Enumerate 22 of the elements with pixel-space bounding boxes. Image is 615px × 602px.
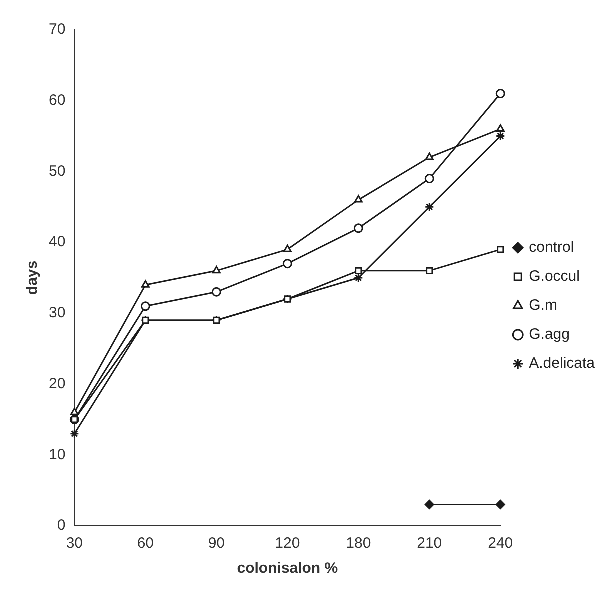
legend-label: A.delicata xyxy=(529,355,596,372)
x-axis-title: colonisalon % xyxy=(237,560,338,578)
legend-label: G.m xyxy=(529,297,558,314)
x-tick-label: 240 xyxy=(488,535,514,552)
x-tick-label: 60 xyxy=(137,535,154,552)
y-tick-label: 50 xyxy=(48,162,66,180)
y-tick-label: 30 xyxy=(48,304,66,322)
y-tick-label: 10 xyxy=(48,446,66,464)
legend-label: control xyxy=(529,239,574,256)
y-axis-title: days xyxy=(24,260,42,296)
x-tick-label: 180 xyxy=(346,535,372,552)
legend-label: G.occul xyxy=(529,268,580,286)
x-tick-label: 90 xyxy=(208,535,226,552)
y-tick-label: 60 xyxy=(48,92,66,109)
y-tick-label: 70 xyxy=(48,21,66,38)
legend-label: G.agg xyxy=(529,326,570,344)
y-tick-label: 20 xyxy=(48,375,66,392)
y-tick-label: 0 xyxy=(57,517,66,534)
y-tick-label: 40 xyxy=(48,234,66,251)
x-tick-label: 210 xyxy=(417,535,442,552)
x-tick-label: 30 xyxy=(66,535,84,552)
x-tick-label: 120 xyxy=(275,535,300,552)
